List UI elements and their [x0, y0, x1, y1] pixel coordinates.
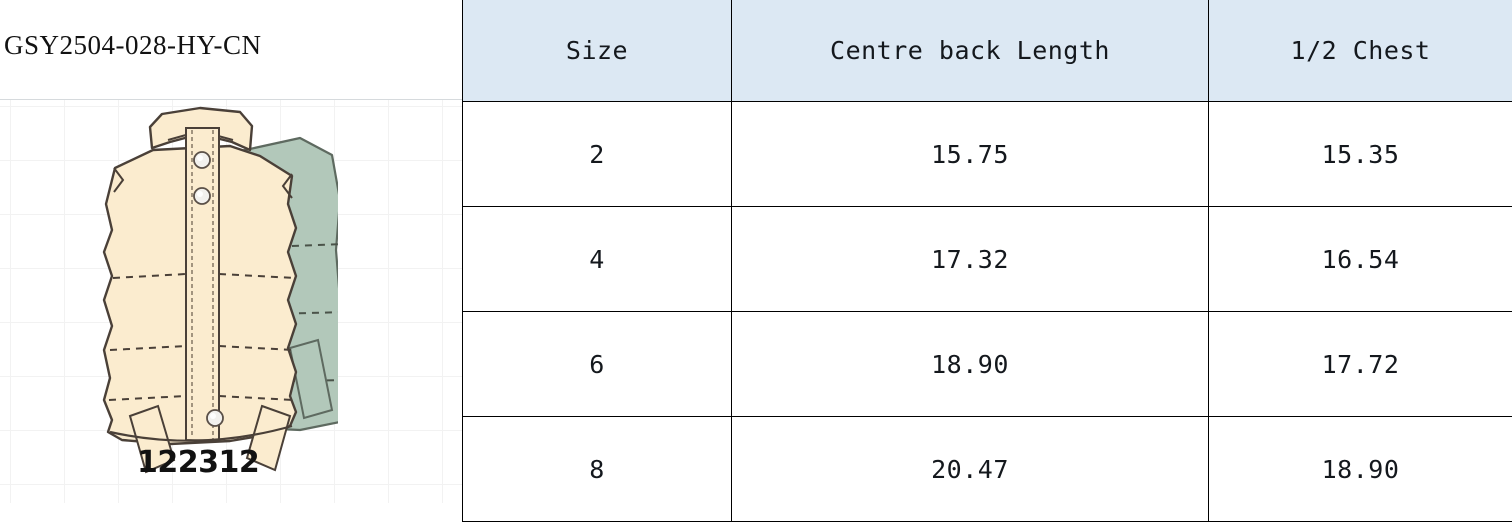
cell-half-chest: 18.90: [1209, 417, 1512, 522]
snap-button-icon: [194, 188, 210, 204]
vest-cream-colorway: [104, 108, 296, 472]
column-header-centre-back-length: Centre back Length: [732, 0, 1209, 102]
snap-button-icon: [207, 410, 223, 426]
column-header-half-chest: 1/2 Chest: [1209, 0, 1512, 102]
table-row: 4 17.32 16.54: [463, 207, 1512, 312]
style-code-label: GSY2504-028-HY-CN: [4, 30, 262, 61]
cell-size: 6: [463, 312, 732, 417]
cell-centre-back-length: 17.32: [732, 207, 1209, 312]
cell-centre-back-length: 20.47: [732, 417, 1209, 522]
table-header-row: Size Centre back Length 1/2 Chest: [463, 0, 1512, 102]
cell-centre-back-length: 18.90: [732, 312, 1209, 417]
cell-half-chest: 16.54: [1209, 207, 1512, 312]
garment-panel: GSY2504-028-HY-CN: [0, 0, 462, 503]
table-row: 8 20.47 18.90: [463, 417, 1512, 522]
style-number-label: 122312: [137, 445, 259, 480]
table-row: 6 18.90 17.72: [463, 312, 1512, 417]
cell-size: 4: [463, 207, 732, 312]
column-header-size: Size: [463, 0, 732, 102]
cell-size: 2: [463, 102, 732, 207]
cell-size: 8: [463, 417, 732, 522]
cell-centre-back-length: 15.75: [732, 102, 1209, 207]
snap-button-icon: [194, 152, 210, 168]
cell-half-chest: 17.72: [1209, 312, 1512, 417]
cell-half-chest: 15.35: [1209, 102, 1512, 207]
size-measurement-table: Size Centre back Length 1/2 Chest 2 15.7…: [462, 0, 1512, 522]
puffer-vest-icon: [0, 100, 462, 503]
table-row: 2 15.75 15.35: [463, 102, 1512, 207]
size-spec-sheet: GSY2504-028-HY-CN: [0, 0, 1512, 503]
sketch-area: [0, 100, 462, 503]
